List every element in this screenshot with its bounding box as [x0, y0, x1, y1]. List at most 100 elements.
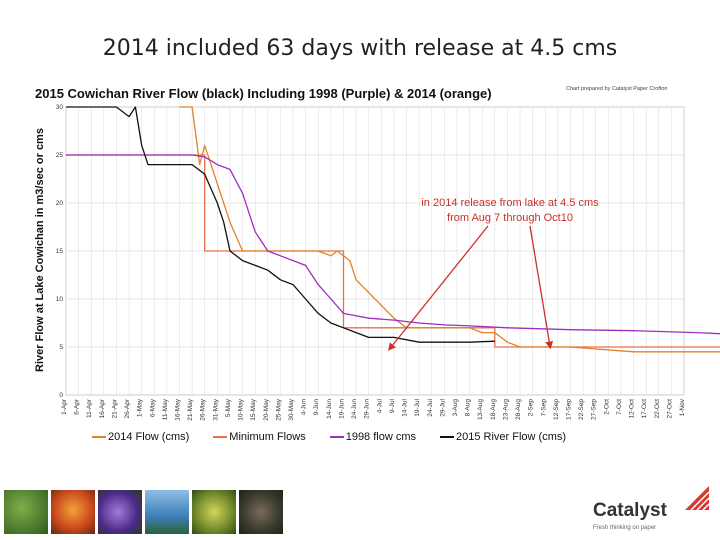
slide-title: 2014 included 63 days with release at 4.…: [102, 36, 618, 61]
x-tick-label: 17-Oct: [641, 399, 648, 419]
y-tick-label: 10: [56, 296, 64, 303]
chart-legend: 2014 Flow (cms) Minimum Flows 1998 flow …: [92, 431, 590, 443]
x-tick-label: 21-May: [187, 398, 194, 420]
x-tick-label: 25-May: [275, 398, 282, 420]
x-tick-label: 15-May: [250, 398, 257, 420]
legend-label-2014: 2014 Flow (cms): [108, 431, 190, 443]
yellow-leaves-photo: [192, 490, 236, 534]
legend-swatch-1998: [329, 436, 344, 438]
x-tick-label: 8-Aug: [465, 399, 472, 417]
y-tick-label: 5: [59, 344, 63, 351]
x-tick-label: 4-Jul: [376, 398, 383, 413]
series-1998-line: [66, 154, 720, 335]
x-tick-label: 11-May: [162, 398, 169, 420]
x-tick-label: 26-Apr: [124, 398, 131, 418]
y-tick-label: 0: [59, 392, 63, 399]
photo-strip: [4, 490, 286, 534]
series-lines: [66, 106, 720, 353]
x-tick-label: 9-Jul: [389, 398, 396, 413]
x-tick-label: 9-Jun: [313, 399, 320, 416]
x-tick-label: 27-Sep: [591, 399, 598, 420]
x-tick-label: 7-Oct: [616, 399, 623, 415]
x-tick-label: 19-Jun: [338, 399, 345, 419]
annotation-arrow-oct10: [529, 225, 554, 350]
x-tick-label: 14-Jun: [326, 399, 333, 419]
y-axis-label: River Flow at Lake Cowichan in m3/sec or…: [34, 128, 46, 372]
chart-title: 2015 Cowichan River Flow (black) Includi…: [35, 86, 492, 101]
chart-credit: Chart prepared by Catalyst Paper Crofton: [566, 86, 668, 92]
legend-label-minimum: Minimum Flows: [229, 431, 306, 443]
x-tick-labels: 1-Apr 6-Apr 11-Apr 16-Apr 21-Apr 26-Apr 1-May 6…: [61, 398, 686, 421]
annotation-arrow-aug7: [388, 225, 489, 351]
x-tick-label: 24-Jul: [427, 398, 434, 416]
x-tick-label: 12-Sep: [553, 399, 560, 420]
y-tick-label: 30: [56, 104, 64, 111]
legend-swatch-minimum: [213, 436, 228, 438]
x-tick-label: 10-May: [238, 398, 245, 420]
annotation-line-1: in 2014 release from lake at 4.5 cms: [421, 197, 599, 209]
x-tick-label: 4-Jun: [301, 399, 308, 416]
x-tick-label: 6-May: [149, 398, 156, 417]
x-tick-label: 14-Jul: [402, 398, 409, 416]
x-tick-label: 21-Apr: [111, 398, 118, 418]
annotation-text: in 2014 release from lake at 4.5 cms fro…: [385, 196, 635, 226]
series-2014-line: [179, 106, 720, 353]
brand-name: Catalyst: [593, 500, 667, 521]
x-tick-label: 26-May: [200, 398, 207, 420]
x-tick-label: 13-Aug: [477, 399, 484, 420]
x-tick-label: 31-May: [212, 398, 219, 420]
orange-flower-photo: [51, 490, 95, 534]
x-tick-label: 28-Aug: [515, 399, 522, 420]
brand-tagline: Fresh thinking on paper: [593, 525, 657, 531]
series-minimum-line: [66, 154, 720, 348]
x-tick-label: 1-May: [137, 398, 144, 417]
legend-item-2014: 2014 Flow (cms): [92, 431, 189, 443]
chart-grid: [65, 106, 685, 396]
x-tick-label: 24-Jun: [351, 399, 358, 419]
x-tick-label: 22-Sep: [578, 399, 585, 420]
x-tick-label: 22-Oct: [654, 399, 661, 419]
catalyst-logo: Catalyst Fresh thinking on paper: [593, 482, 713, 538]
x-tick-label: 1-Apr: [61, 398, 68, 415]
x-tick-label: 29-Jun: [364, 399, 371, 419]
legend-swatch-2015: [440, 436, 455, 438]
y-tick-labels: 0 5 10 15 20 25 30: [56, 104, 64, 399]
purple-flower-photo: [98, 490, 142, 534]
x-tick-label: 5-May: [225, 398, 232, 417]
x-tick-label: 12-Oct: [629, 399, 636, 419]
x-tick-label: 23-Aug: [502, 399, 509, 420]
blue-sky-photo: [145, 490, 189, 534]
x-tick-label: 11-Apr: [86, 398, 93, 418]
x-tick-label: 30-May: [288, 398, 295, 420]
legend-item-1998: 1998 flow cms: [329, 431, 417, 443]
y-tick-label: 20: [56, 200, 64, 207]
legend-item-2015: 2015 River Flow (cms): [440, 431, 566, 443]
x-tick-label: 17-Sep: [565, 399, 572, 420]
legend-item-minimum: Minimum Flows: [213, 431, 306, 443]
legend-label-2015: 2015 River Flow (cms): [456, 431, 567, 443]
y-tick-label: 15: [56, 248, 64, 255]
x-tick-label: 19-Jul: [414, 398, 421, 416]
x-tick-label: 6-Apr: [74, 398, 81, 415]
annotation-line-2: from Aug 7 through Oct10: [447, 212, 573, 224]
x-tick-label: 20-May: [263, 398, 270, 420]
y-tick-label: 25: [56, 152, 64, 159]
legend-label-1998: 1998 flow cms: [345, 431, 417, 443]
x-tick-label: 7-Sep: [540, 399, 547, 417]
x-tick-label: 27-Oct: [666, 399, 673, 419]
legend-swatch-2014: [92, 436, 106, 438]
x-tick-label: 16-May: [175, 398, 182, 420]
dark-leaves-photo: [239, 490, 283, 534]
x-tick-label: 18-Aug: [490, 399, 497, 420]
x-tick-label: 29-Jul: [439, 398, 446, 416]
x-tick-label: 3-Aug: [452, 399, 459, 417]
green-foliage-photo: [4, 490, 48, 534]
x-tick-label: 1-Nov: [679, 398, 686, 416]
x-tick-label: 2-Sep: [528, 399, 535, 417]
annotation-arrows: [388, 225, 554, 351]
x-tick-label: 16-Apr: [99, 398, 106, 418]
catalyst-mark-icon: [685, 486, 710, 511]
series-2015-line: [66, 106, 495, 343]
x-tick-label: 2-Oct: [603, 399, 610, 415]
